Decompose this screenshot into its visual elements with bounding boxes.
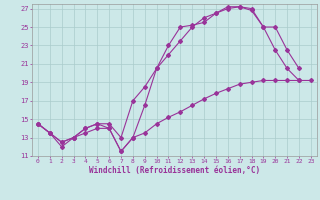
- X-axis label: Windchill (Refroidissement éolien,°C): Windchill (Refroidissement éolien,°C): [89, 166, 260, 175]
